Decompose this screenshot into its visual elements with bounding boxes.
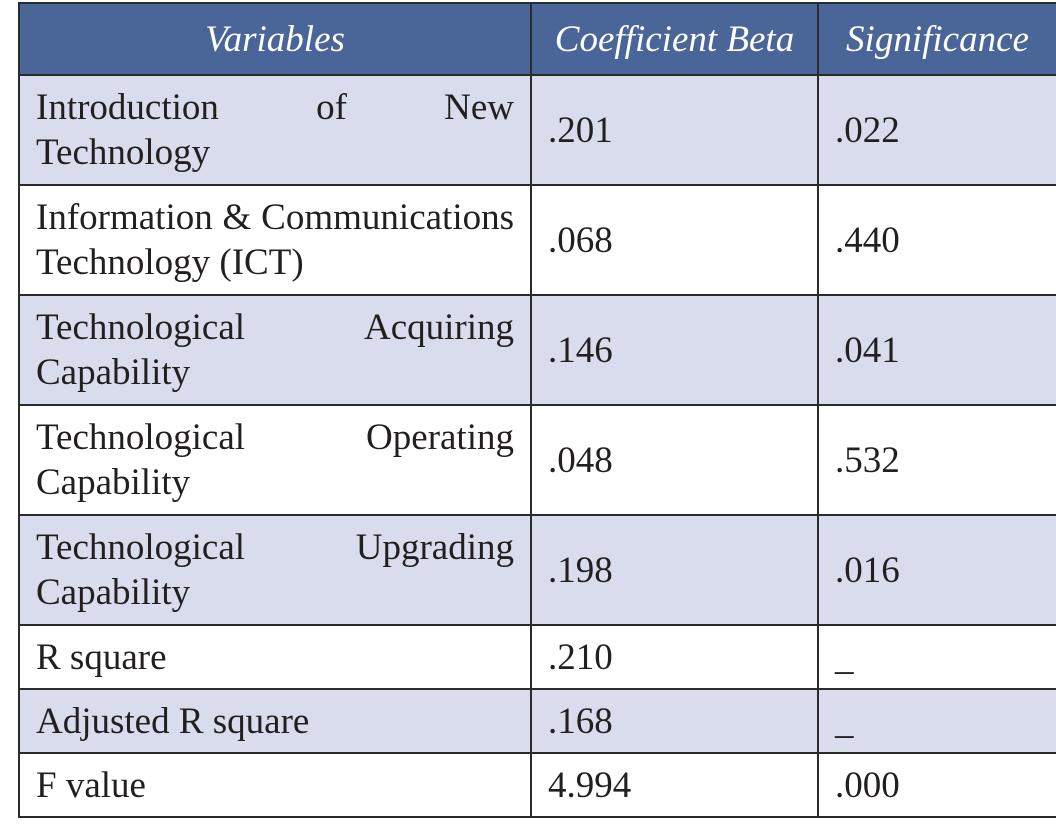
value-cell: .022 [817,74,1056,186]
table-row: Information & Communications Technology … [18,184,1056,296]
value-cell: .168 [530,688,819,754]
variable-cell: Information & Communications Technology … [18,184,532,296]
value-cell: .048 [530,404,819,516]
header-cell: Coefficient Beta [530,2,819,76]
table-row: Technological Upgrading Capability .198.0… [18,514,1056,626]
table-body: Introduction of New Technology .201.022 In… [18,74,1056,818]
value-cell: _ [817,688,1056,754]
value-cell: .532 [817,404,1056,516]
variable-cell: Introduction of New Technology [18,74,532,186]
table-row: Technological Acquiring Capability .146.0… [18,294,1056,406]
header-cell: Significance [817,2,1056,76]
table-row: Technological Operating Capability .048.5… [18,404,1056,516]
value-cell: _ [817,624,1056,690]
variable-cell: Technological Operating Capability [18,404,532,516]
variable-cell: Technological Acquiring Capability [18,294,532,406]
value-cell: .146 [530,294,819,406]
value-cell: 4.994 [530,752,819,818]
results-table: Variables Coefficient Beta Significance … [18,2,1056,818]
table-row: Introduction of New Technology .201.022 [18,74,1056,186]
value-cell: .210 [530,624,819,690]
value-cell: .440 [817,184,1056,296]
header-row: Variables Coefficient Beta Significance [18,2,1056,76]
variable-cell: F value [18,752,532,818]
value-cell: .201 [530,74,819,186]
variable-cell: R square [18,624,532,690]
value-cell: .016 [817,514,1056,626]
value-cell: .000 [817,752,1056,818]
table-row: R square .210 _ [18,624,1056,690]
table-row: Adjusted R square .168 _ [18,688,1056,754]
header-cell: Variables [18,2,532,76]
value-cell: .198 [530,514,819,626]
variable-cell: Technological Upgrading Capability [18,514,532,626]
value-cell: .041 [817,294,1056,406]
value-cell: .068 [530,184,819,296]
table-row: F value 4.994.000 [18,752,1056,818]
variable-cell: Adjusted R square [18,688,532,754]
